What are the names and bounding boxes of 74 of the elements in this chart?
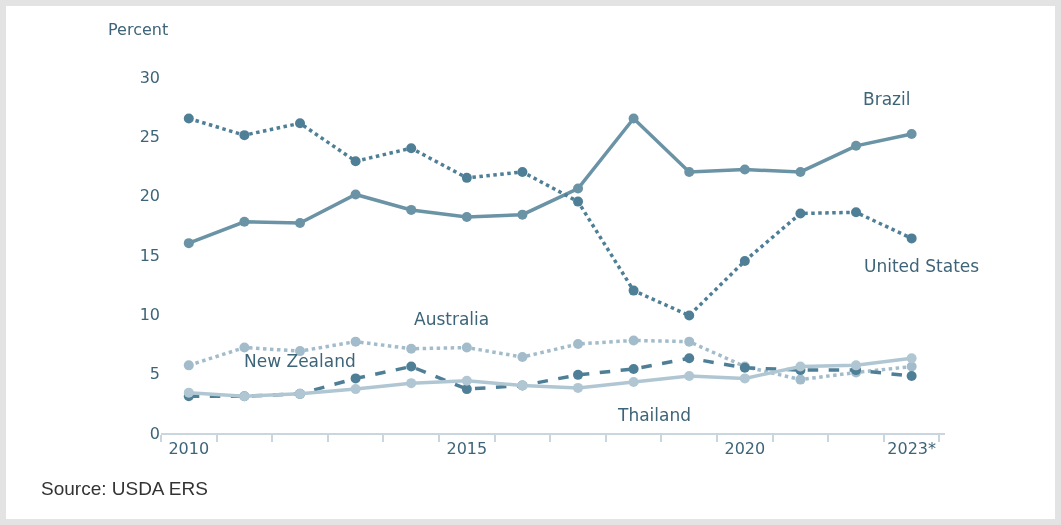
point xyxy=(573,369,584,380)
series-label: Thailand xyxy=(617,405,692,425)
source-note: Source: USDA ERS xyxy=(41,478,208,499)
y-tick-label: 10 xyxy=(139,304,160,324)
point xyxy=(350,336,361,347)
point xyxy=(461,172,472,183)
point xyxy=(406,204,417,215)
series-label: New Zealand xyxy=(244,351,356,371)
point xyxy=(406,143,417,154)
series-label: Brazil xyxy=(863,89,911,109)
point xyxy=(239,130,250,141)
point xyxy=(684,336,695,347)
point xyxy=(295,118,306,129)
point xyxy=(628,363,639,374)
point xyxy=(795,166,806,177)
point xyxy=(851,207,862,218)
point xyxy=(739,373,750,384)
y-tick-label: 0 xyxy=(149,423,160,443)
point xyxy=(851,140,862,151)
y-tick-label: 20 xyxy=(139,186,160,206)
point xyxy=(517,352,528,363)
point xyxy=(295,217,306,228)
point xyxy=(684,310,695,321)
point xyxy=(406,361,417,372)
point xyxy=(461,342,472,353)
y-tick-label: 5 xyxy=(149,364,160,384)
series-label: United States xyxy=(864,256,980,276)
point xyxy=(461,212,472,223)
point xyxy=(684,166,695,177)
y-axis-title: Percent xyxy=(108,20,169,39)
point xyxy=(573,382,584,393)
point xyxy=(739,164,750,175)
point xyxy=(628,113,639,124)
point xyxy=(684,371,695,382)
point xyxy=(739,255,750,266)
point xyxy=(406,378,417,389)
point xyxy=(517,209,528,220)
point xyxy=(906,371,917,382)
point xyxy=(628,335,639,346)
x-tick-label: 2015 xyxy=(446,439,488,459)
point xyxy=(461,384,472,395)
point xyxy=(183,360,194,371)
point xyxy=(795,374,806,385)
point xyxy=(350,384,361,395)
point xyxy=(461,375,472,386)
point xyxy=(517,166,528,177)
point xyxy=(573,183,584,194)
point xyxy=(906,353,917,364)
point xyxy=(628,285,639,296)
point xyxy=(406,343,417,354)
x-tick-label: 2020 xyxy=(724,439,766,459)
point xyxy=(183,387,194,398)
x-tick-label: 2010 xyxy=(168,439,210,459)
point xyxy=(350,156,361,167)
point xyxy=(795,361,806,372)
point xyxy=(795,208,806,219)
point xyxy=(183,113,194,124)
point xyxy=(628,376,639,387)
y-tick-label: 25 xyxy=(139,126,160,146)
point xyxy=(350,189,361,200)
point xyxy=(906,233,917,244)
x-tick-label: 2023* xyxy=(887,439,936,459)
point xyxy=(684,353,695,364)
point xyxy=(183,238,194,249)
point xyxy=(573,339,584,349)
point xyxy=(573,196,584,207)
series-label: Australia xyxy=(414,309,490,329)
y-tick-label: 15 xyxy=(139,245,160,265)
point xyxy=(350,373,361,384)
point xyxy=(239,342,250,353)
point xyxy=(239,216,250,227)
y-tick-label: 30 xyxy=(139,67,160,87)
point xyxy=(851,360,862,371)
point xyxy=(906,128,917,139)
